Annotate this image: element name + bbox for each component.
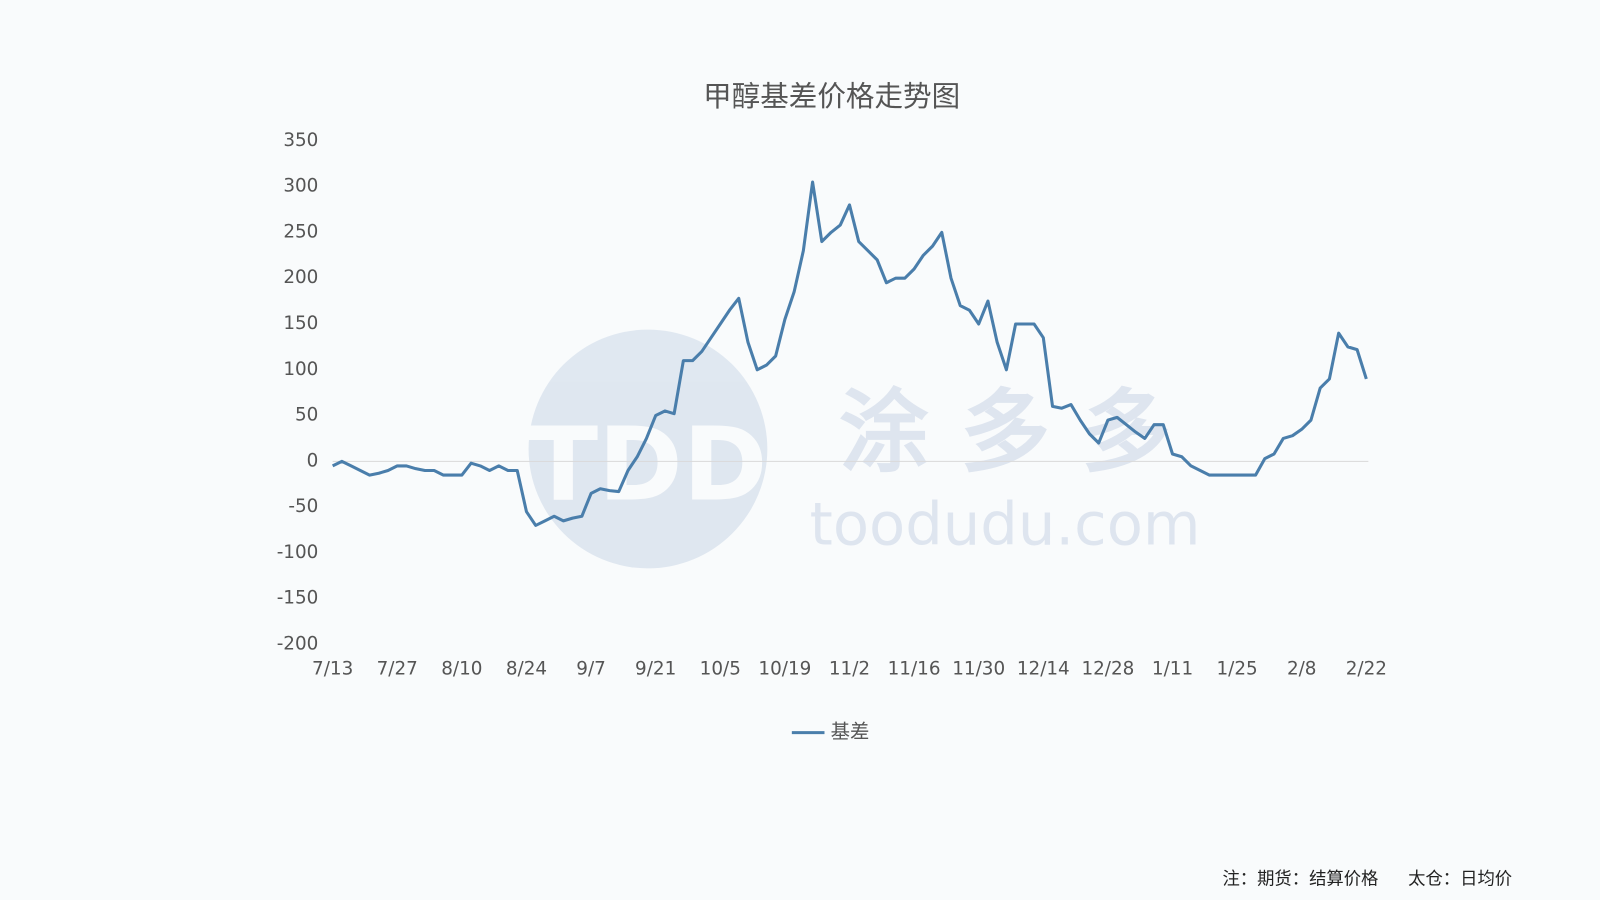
x-tick-label: 12/28 [1081, 658, 1134, 679]
y-tick-label: 300 [283, 176, 318, 197]
x-tick-label: 8/24 [506, 658, 547, 679]
x-tick-label: 9/21 [635, 658, 676, 679]
x-tick-label: 1/25 [1217, 658, 1258, 679]
y-tick-label: -50 [288, 496, 318, 517]
x-tick-label: 11/16 [888, 658, 941, 679]
y-tick-label: 50 [295, 405, 318, 426]
x-tick-label: 7/27 [377, 658, 418, 679]
chart-title: 甲醇基差价格走势图 [703, 79, 960, 113]
x-tick-label: 1/11 [1152, 658, 1193, 679]
x-tick-label: 11/2 [829, 658, 870, 679]
y-tick-label: -200 [277, 633, 319, 654]
note: 太仓：日均价 [1408, 870, 1512, 890]
line [331, 180, 1368, 527]
y-tick-label: 150 [283, 313, 318, 334]
x-tick-label: 7/13 [312, 658, 353, 679]
x-tick-label: 10/5 [700, 658, 741, 679]
y-tick-label: -150 [277, 588, 319, 609]
x-tick-label: 2/8 [1287, 658, 1317, 679]
watermark: TDD 涂 多 多 toodudu.com [528, 329, 1201, 569]
x-tick-label: 8/10 [441, 658, 482, 679]
legend-label: 基差 [831, 720, 870, 743]
y-tick-label: 350 [283, 130, 318, 151]
x-tick-label: 9/7 [576, 658, 606, 679]
y-tick-label: 0 [307, 450, 319, 471]
x-tick-label: 2/22 [1346, 658, 1387, 679]
note: 注：期货：结算价格 [1222, 870, 1378, 890]
y-tick-label: 200 [283, 267, 318, 288]
watermark-url: toodudu.com [810, 490, 1201, 559]
watermark-name: 涂 多 多 [839, 381, 1171, 485]
x-tick-label: 11/30 [952, 658, 1005, 679]
x-tick-label: 12/14 [1017, 658, 1070, 679]
y-tick-label: 250 [283, 221, 318, 242]
y-tick-label: 100 [283, 359, 318, 380]
x-tick-label: 10/19 [758, 658, 811, 679]
watermark-logo-circle [528, 329, 768, 569]
watermark-logo: TDD [528, 405, 767, 524]
y-tick-label: -100 [277, 542, 319, 563]
